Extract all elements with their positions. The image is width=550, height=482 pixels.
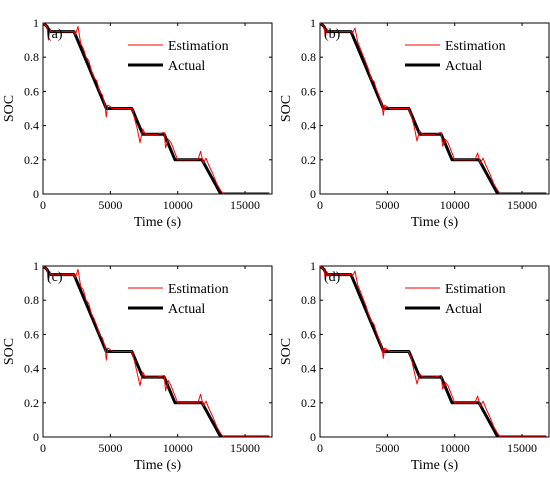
series-estimation-line [43,23,270,194]
panel-label: (b) [324,27,341,42]
y-tick-label: 0.2 [24,153,39,167]
y-tick-label: 0.4 [301,119,316,133]
x-tick-label: 15000 [507,441,537,455]
panel-4: 0 0.2 0.4 0.6 0.8 1 0 5000 10000 15000 Time (s) SOC… [279,259,550,473]
y-tick-label: 0.2 [301,396,316,410]
series-estimation-line [43,266,270,437]
y-tick-label: 1 [33,16,39,30]
y-tick-label: 0.4 [24,119,39,133]
x-tick-label: 0 [317,441,323,455]
y-tick-label: 0.8 [301,50,316,64]
panel-label: (c) [47,270,63,285]
y-tick-label: 0.8 [24,50,39,64]
x-axis-label: Time (s) [134,215,182,230]
y-tick-label: 0.4 [24,362,39,376]
x-tick-label: 10000 [440,198,470,212]
series-actual-line [43,23,270,194]
x-tick-label: 15000 [507,198,537,212]
y-tick-label: 0.4 [301,362,316,376]
panel-label: (d) [324,270,341,285]
y-tick-label: 1 [33,259,39,273]
x-axis-label: Time (s) [411,458,459,473]
panel-1: 0 0.2 0.4 0.6 0.8 1 0 5000 10000 15000 Time (s) SOC… [2,16,273,230]
x-tick-label: 5000 [98,198,122,212]
x-tick-label: 5000 [375,441,399,455]
x-tick-label: 10000 [163,198,193,212]
legend-entry-actual: Actual [168,302,205,317]
series-actual-line [320,266,547,437]
y-axis-label: SOC [279,95,294,122]
y-tick-label: 0 [310,187,316,201]
y-axis-label: SOC [2,95,17,122]
panel-label: (a) [47,27,63,42]
x-tick-label: 5000 [375,198,399,212]
series-estimation-line [320,266,547,437]
x-tick-label: 0 [317,198,323,212]
y-tick-label: 0.6 [301,327,316,341]
legend-entry-estimation: Estimation [445,39,506,54]
legend-entry-actual: Actual [445,59,482,74]
legend-entry-estimation: Estimation [168,282,229,297]
x-tick-label: 15000 [230,198,260,212]
legend-entry-actual: Actual [445,302,482,317]
y-tick-label: 0.8 [301,293,316,307]
plot-frame [319,22,550,195]
plot-frame [319,265,550,438]
series-estimation-line [320,23,547,194]
x-axis-label: Time (s) [411,215,459,230]
y-tick-label: 0.8 [24,293,39,307]
legend-entry-estimation: Estimation [168,39,229,54]
y-axis-label: SOC [2,338,17,365]
x-tick-label: 5000 [98,441,122,455]
y-tick-label: 0 [310,430,316,444]
x-tick-label: 0 [40,441,46,455]
plot-frame [42,265,273,438]
legend-entry-actual: Actual [168,59,205,74]
y-tick-label: 0.6 [24,84,39,98]
y-tick-label: 0 [33,187,39,201]
plot-frame [42,22,273,195]
x-tick-label: 0 [40,198,46,212]
panel-3: 0 0.2 0.4 0.6 0.8 1 0 5000 10000 15000 Time (s) SOC… [2,259,273,473]
y-tick-label: 1 [310,259,316,273]
y-tick-label: 0.2 [24,396,39,410]
y-axis-label: SOC [279,338,294,365]
x-tick-label: 15000 [230,441,260,455]
legend-entry-estimation: Estimation [445,282,506,297]
y-tick-label: 0.6 [24,327,39,341]
y-tick-label: 0 [33,430,39,444]
x-tick-label: 10000 [163,441,193,455]
y-tick-label: 0.6 [301,84,316,98]
panel-2: 0 0.2 0.4 0.6 0.8 1 0 5000 10000 15000 Time (s) SOC… [279,16,550,230]
x-tick-label: 10000 [440,441,470,455]
y-tick-label: 0.2 [301,153,316,167]
x-axis-label: Time (s) [134,458,182,473]
y-tick-label: 1 [310,16,316,30]
series-actual-line [320,23,547,194]
series-actual-line [43,266,270,437]
